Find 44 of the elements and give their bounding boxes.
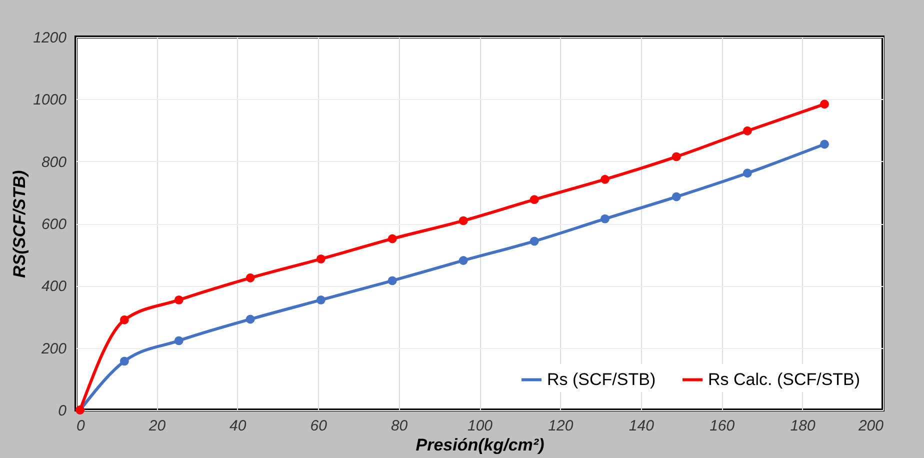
x-tick-label: 140	[628, 418, 655, 434]
y-axis-title: RS(SCF/STB)	[10, 170, 30, 278]
point	[120, 315, 129, 324]
x-tick-label: 100	[467, 418, 494, 434]
y-tick-label: 1000	[33, 92, 68, 109]
point	[120, 356, 129, 366]
x-tick-label: 160	[710, 418, 736, 434]
x-tick-label: 200	[857, 418, 884, 434]
point	[672, 192, 681, 202]
y-tick-label: 400	[41, 278, 68, 296]
point	[530, 236, 539, 246]
y-tick-label: 1200	[33, 30, 68, 46]
y-tick-label: 0	[58, 402, 68, 420]
point	[246, 314, 255, 324]
x-tick-label: 20	[148, 418, 166, 434]
point	[458, 256, 468, 265]
point	[742, 168, 752, 178]
y-tick-label: 800	[41, 154, 68, 171]
y-tick-label: 200	[40, 340, 68, 358]
point	[174, 336, 184, 346]
legend-label: Rs (SCF/STB)	[547, 370, 656, 389]
x-tick-label: 40	[230, 418, 247, 434]
point	[820, 140, 829, 149]
point	[742, 126, 752, 136]
point	[246, 273, 255, 282]
point	[316, 254, 326, 264]
x-tick-label: 180	[790, 418, 816, 434]
x-axis-title: Presión(kg/cm²)	[416, 436, 545, 454]
point	[600, 174, 610, 184]
point	[388, 234, 397, 244]
x-tick-label: 60	[310, 418, 328, 434]
point	[820, 100, 829, 109]
point	[316, 296, 326, 304]
x-tick-label: 120	[548, 418, 574, 434]
point	[600, 214, 610, 224]
x-tick-label: 0	[76, 418, 86, 434]
legend-label: Rs Calc. (SCF/STB)	[708, 370, 860, 389]
point	[672, 152, 681, 162]
point	[530, 195, 539, 204]
x-tick-label: 80	[390, 418, 408, 434]
point	[174, 296, 184, 304]
y-tick-label: 600	[41, 216, 68, 233]
point	[388, 276, 397, 286]
point	[458, 216, 468, 226]
